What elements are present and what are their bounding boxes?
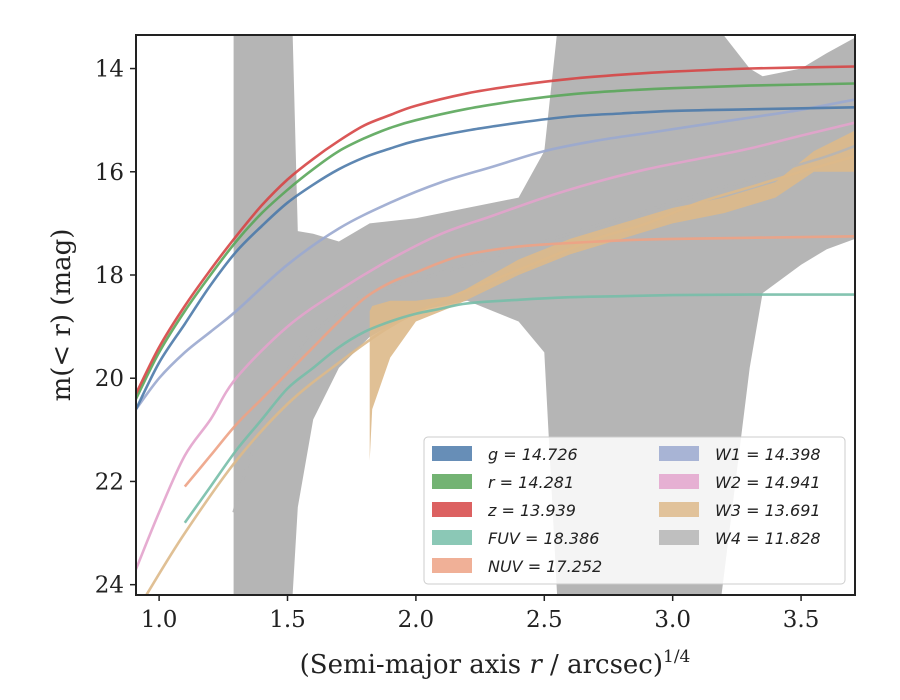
series-line-fuv bbox=[183, 293, 855, 524]
legend-label-nuv: NUV = 17.252 bbox=[488, 557, 602, 576]
legend-swatch-fuv bbox=[432, 530, 472, 545]
y-axis-label: m(< r) (mag) bbox=[47, 229, 77, 402]
legend-label-w3: W3 = 13.691 bbox=[715, 501, 821, 520]
legend-label-z: z = 13.939 bbox=[487, 501, 576, 520]
x-axis-label-unit: / arcsec) bbox=[542, 650, 663, 680]
legend-swatch-w3 bbox=[659, 502, 699, 517]
x-tick-label: 2.5 bbox=[526, 607, 563, 633]
y-tick-label: 16 bbox=[95, 160, 124, 186]
x-axis-label-exponent: 1/4 bbox=[663, 647, 690, 667]
legend-swatch-w2 bbox=[659, 474, 699, 489]
series-line-z bbox=[136, 65, 855, 395]
x-tick-label: 1.5 bbox=[269, 607, 306, 633]
x-tick-label: 3.0 bbox=[654, 607, 691, 633]
legend-swatch-w4 bbox=[659, 530, 699, 545]
legend-entries: g = 14.726 r = 14.281 z = 13.939 FUV = 18.3… bbox=[432, 445, 821, 576]
legend-swatch-w1 bbox=[659, 446, 699, 461]
y-axis: 14 16 18 20 22 24 bbox=[95, 57, 136, 599]
x-tick-label: 1.0 bbox=[141, 607, 178, 633]
y-tick-label: 24 bbox=[95, 573, 124, 599]
legend-box bbox=[423, 436, 846, 585]
legend-label-r: r = 14.281 bbox=[488, 473, 574, 492]
series-lines bbox=[136, 65, 855, 595]
x-tick-label: 3.5 bbox=[783, 607, 820, 633]
plot-frame bbox=[135, 34, 856, 596]
legend-label-fuv: FUV = 18.386 bbox=[488, 529, 599, 548]
legend: g = 14.726 r = 14.281 z = 13.939 FUV = 18.3… bbox=[423, 436, 846, 585]
series-line-w2 bbox=[136, 121, 855, 570]
x-axis-label-var: r bbox=[529, 650, 543, 680]
legend-label-w4: W4 = 11.828 bbox=[715, 529, 821, 548]
series-line-r bbox=[136, 82, 855, 400]
legend-swatch-g bbox=[432, 446, 472, 461]
x-axis-label: (Semi-major axis r / arcsec)1/4 bbox=[300, 647, 691, 680]
y-tick-label: 20 bbox=[95, 366, 124, 392]
y-tick-label: 18 bbox=[95, 263, 124, 289]
legend-swatch-r bbox=[432, 474, 472, 489]
legend-swatch-nuv bbox=[432, 558, 472, 573]
series-line-g bbox=[136, 106, 855, 410]
y-tick-label: 22 bbox=[95, 469, 124, 495]
legend-label-g: g = 14.726 bbox=[488, 445, 578, 464]
legend-label-w2: W2 = 14.941 bbox=[715, 473, 821, 492]
x-axis-label-main: (Semi-major axis bbox=[300, 650, 530, 680]
legend-swatch-z bbox=[432, 502, 472, 517]
x-tick-label: 2.0 bbox=[398, 607, 435, 633]
series-line-w3 bbox=[145, 155, 855, 595]
legend-label-w1: W1 = 14.398 bbox=[715, 445, 821, 464]
series-line-nuv bbox=[183, 235, 855, 488]
y-tick-label: 14 bbox=[95, 57, 124, 83]
x-axis: 1.0 1.5 2.0 2.5 3.0 3.5 bbox=[141, 595, 820, 633]
series-line-w1 bbox=[136, 98, 855, 410]
